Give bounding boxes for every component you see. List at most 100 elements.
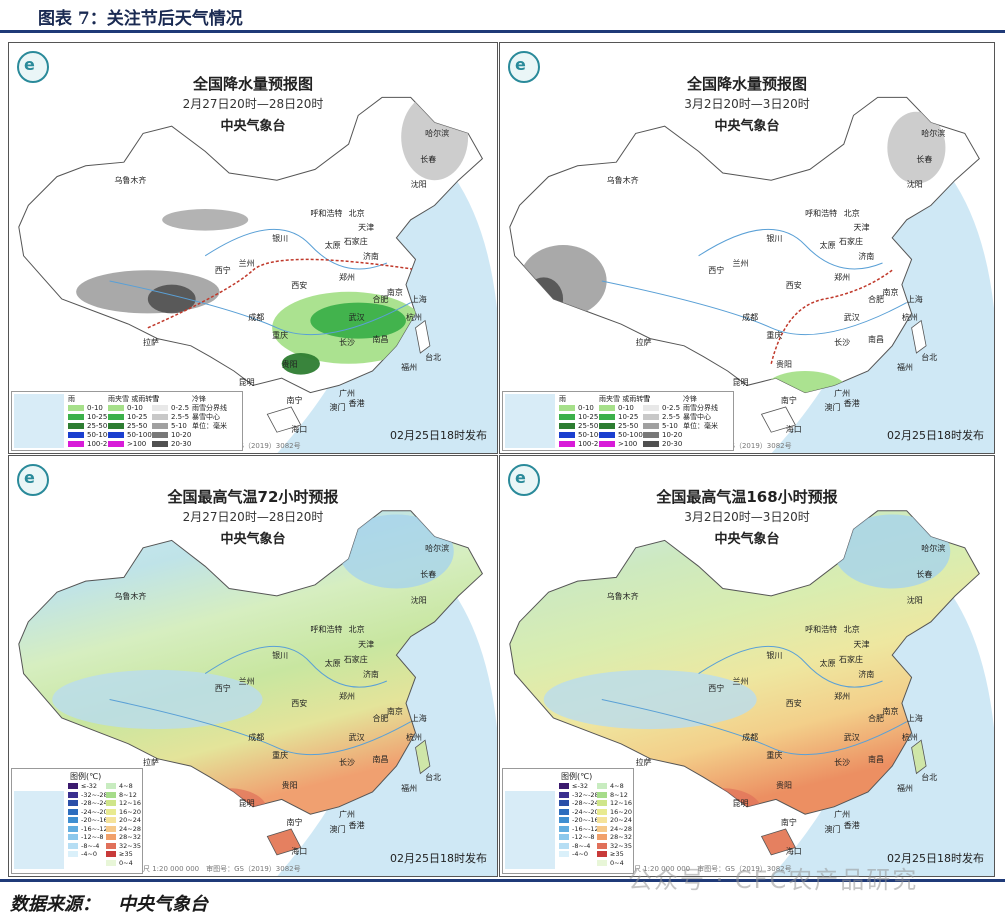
city-label: 海口 [291, 847, 308, 857]
yangtze-river [601, 280, 907, 336]
city-label: 合肥 [868, 714, 884, 723]
city-label: 乌鲁木齐 [606, 591, 639, 601]
city-label: 哈尔滨 [921, 543, 946, 553]
legend-entry: -20~-16 [559, 816, 599, 825]
legend-entry: 24~28 [106, 825, 141, 834]
temp-map-panel-2: e 全国最高气温168小时预报 3月2日20时—3日20时 中央气象台 02月25日18… [499, 455, 995, 877]
cma-logo-icon: e [508, 51, 540, 83]
city-label: 台北 [921, 352, 938, 362]
city-label: 广州 [339, 388, 356, 398]
panel-period: 2月27日20时—28日20时 [182, 510, 324, 524]
legend-entry: 4~8 [106, 782, 141, 791]
legend-entry: 10-25 [108, 413, 159, 422]
city-label: 武汉 [348, 732, 365, 742]
city-label: 石家庄 [838, 237, 863, 247]
city-label: 香港 [843, 821, 860, 831]
legend-entry: -32~-28 [559, 791, 599, 800]
city-label: 乌鲁木齐 [606, 176, 639, 186]
legend-entry: -4~0 [68, 850, 108, 859]
figure-title: 图表 7：关注节后天气情况 [38, 9, 243, 29]
cold-zone-plateau [543, 669, 757, 730]
legend-entry: 25-50 [108, 422, 159, 431]
rain-zone-yangtze [310, 302, 406, 339]
precip-legend: 雨 0-10 10-25 25-50 50-100 100-250 雨夹雪 或雨转雪 0-10… [11, 391, 243, 451]
city-label: 重庆 [766, 331, 783, 340]
snow-zone-northeast [887, 111, 946, 184]
city-label: 合肥 [372, 295, 389, 304]
legend-entry: -8~-4 [559, 842, 599, 851]
legend-column-cold: ≤-32 -32~-28 -28~-24 -24~-20 -20~-16 -16~-12-… [559, 782, 599, 859]
south-sea-inset [14, 394, 64, 448]
city-label: 呼和浩特 [805, 625, 838, 635]
legend-entry: 20~24 [106, 816, 141, 825]
city-label: 西宁 [214, 266, 231, 276]
precip-map-panel-1: e 全国降水量预报图 2月27日20时—28日20时 中央气象台 02月25日18时发布… [8, 42, 498, 454]
city-label: 西宁 [214, 684, 231, 694]
legend-entry: 0-2.5 [643, 404, 682, 413]
legend-column-snow: 雪 0-2.5 2.5-5 5-10 10-20 20-30 [643, 395, 682, 449]
legend-column-extra: 冷锋 雨雪分界线 暴雪中心 单位：毫米 [192, 395, 227, 431]
city-label: 香港 [843, 399, 860, 409]
legend-entry: 冷锋 [192, 395, 206, 403]
hainan-island [760, 828, 796, 856]
legend-entry: -32~-28 [68, 791, 108, 800]
legend-entry: 雨雪分界线 [683, 404, 718, 412]
china-landmass [509, 510, 980, 815]
china-landmass [509, 96, 980, 394]
legend-column-warm: 4~8 8~12 12~16 16~20 20~24 24~28 28~32 32~35 ≥35… [597, 782, 632, 867]
legend-header: 雪 [152, 395, 159, 403]
city-label: 昆明 [732, 799, 749, 809]
city-label: 银川 [272, 651, 289, 661]
city-label: 哈尔滨 [425, 129, 450, 139]
legend-entry: 20-30 [643, 440, 682, 449]
china-landmass [18, 510, 484, 815]
cold-zone-plateau [52, 669, 263, 730]
temp-legend: 图例(℃) ≤-32 -32~-28 -28~-24 -24~-20 -20~-16 -16… [11, 768, 143, 874]
city-label: 济南 [362, 669, 379, 679]
city-label: 南昌 [868, 754, 884, 764]
city-label: 昆明 [732, 377, 749, 387]
legend-entry: 0-2.5 [152, 404, 191, 413]
south-sea-inset [14, 791, 64, 869]
taiwan-island [911, 739, 927, 775]
yellow-river [698, 228, 883, 270]
legend-header: 雨夹雪 或雨转雪 [599, 395, 651, 403]
city-label: 长春 [916, 154, 933, 164]
city-label: 西安 [785, 699, 802, 709]
legend-entry: 0-10 [68, 404, 116, 413]
city-label: 香港 [348, 821, 365, 831]
city-label: 贵阳 [281, 780, 298, 790]
city-label: 南昌 [868, 334, 884, 344]
hainan-island [266, 406, 302, 433]
city-label: 乌鲁木齐 [114, 591, 147, 601]
city-label: 呼和浩特 [310, 208, 343, 218]
legend-entry: >100 [599, 440, 650, 449]
city-label: 成都 [248, 732, 265, 742]
top-rule [0, 30, 1005, 33]
legend-entry: 25-50 [599, 422, 650, 431]
city-label: 北京 [843, 625, 860, 635]
city-label: 呼和浩特 [805, 208, 838, 218]
panel-issuer: 中央气象台 [220, 119, 286, 134]
city-label: 台北 [921, 773, 938, 783]
legend-entry: 10-25 [68, 413, 116, 422]
city-label: 武汉 [843, 313, 860, 322]
city-label: 长沙 [339, 758, 356, 768]
legend-entry: -24~-20 [559, 808, 599, 817]
city-label: 南京 [386, 706, 403, 716]
city-label: 石家庄 [343, 237, 368, 247]
city-label: 兰州 [238, 259, 255, 268]
city-label: 杭州 [901, 732, 918, 742]
city-label: 福州 [897, 363, 914, 373]
publish-time: 02月25日18时发布 [390, 429, 487, 442]
panel-issuer: 中央气象台 [714, 119, 780, 134]
city-label: 上海 [906, 714, 923, 723]
south-sea-inset [505, 394, 555, 448]
panel-issuer: 中央气象台 [714, 532, 780, 547]
city-label: 太原 [819, 658, 836, 668]
rain-snow-boundary-line [770, 269, 893, 364]
bottom-rule [0, 879, 1005, 882]
city-label: 哈尔滨 [425, 543, 450, 553]
legend-entry: 0-10 [559, 404, 607, 413]
city-label: 广州 [834, 810, 851, 820]
